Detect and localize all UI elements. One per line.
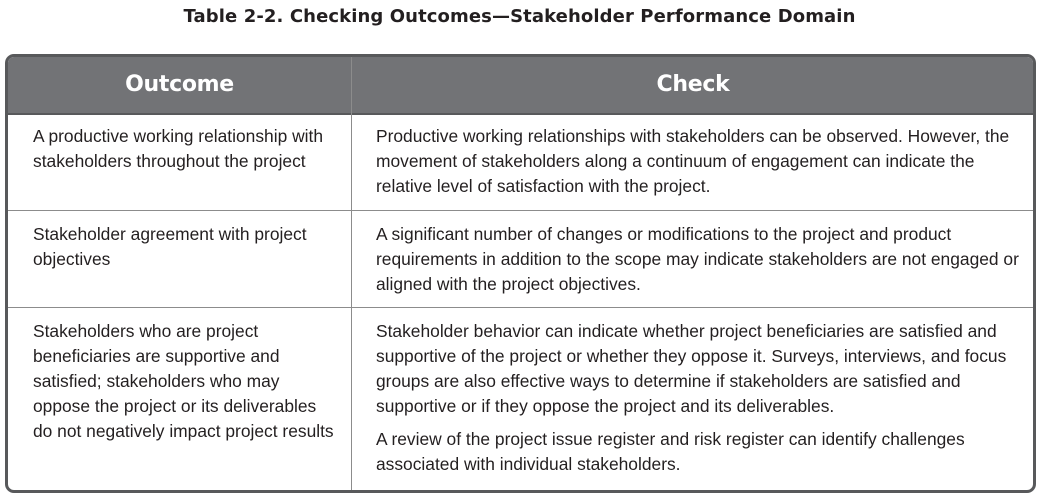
outcome-cell: Stakeholder agreement with project objec… bbox=[33, 224, 307, 269]
row-divider bbox=[8, 210, 1033, 211]
check-paragraph: A review of the project issue register a… bbox=[376, 429, 965, 474]
outcome-column-header: Outcome bbox=[125, 72, 234, 97]
check-cell: Productive working relationships with st… bbox=[376, 124, 1026, 199]
outcome-cell: Stakeholders who are project beneficiari… bbox=[33, 321, 334, 441]
check-column-header: Check bbox=[656, 72, 730, 97]
outcomes-table: Outcome Check A productive working relat… bbox=[5, 54, 1036, 493]
check-paragraph: A significant number of changes or modif… bbox=[376, 224, 1019, 294]
check-cell: Stakeholder behavior can indicate whethe… bbox=[376, 319, 1026, 477]
column-divider bbox=[351, 57, 352, 490]
row-divider bbox=[8, 307, 1033, 308]
table-caption: Table 2-2. Checking Outcomes—Stakeholder… bbox=[183, 6, 856, 27]
outcome-cell: A productive working relationship with s… bbox=[33, 126, 323, 171]
table-row: A productive working relationship with s… bbox=[8, 115, 1033, 211]
check-cell: A significant number of changes or modif… bbox=[376, 222, 1026, 297]
check-paragraph: Stakeholder behavior can indicate whethe… bbox=[376, 321, 1007, 416]
table-row: Stakeholder agreement with project objec… bbox=[8, 211, 1033, 308]
table-header-row: Outcome Check bbox=[8, 57, 1033, 115]
table-row: Stakeholders who are project beneficiari… bbox=[8, 308, 1033, 490]
check-paragraph: Productive working relationships with st… bbox=[376, 126, 1010, 196]
